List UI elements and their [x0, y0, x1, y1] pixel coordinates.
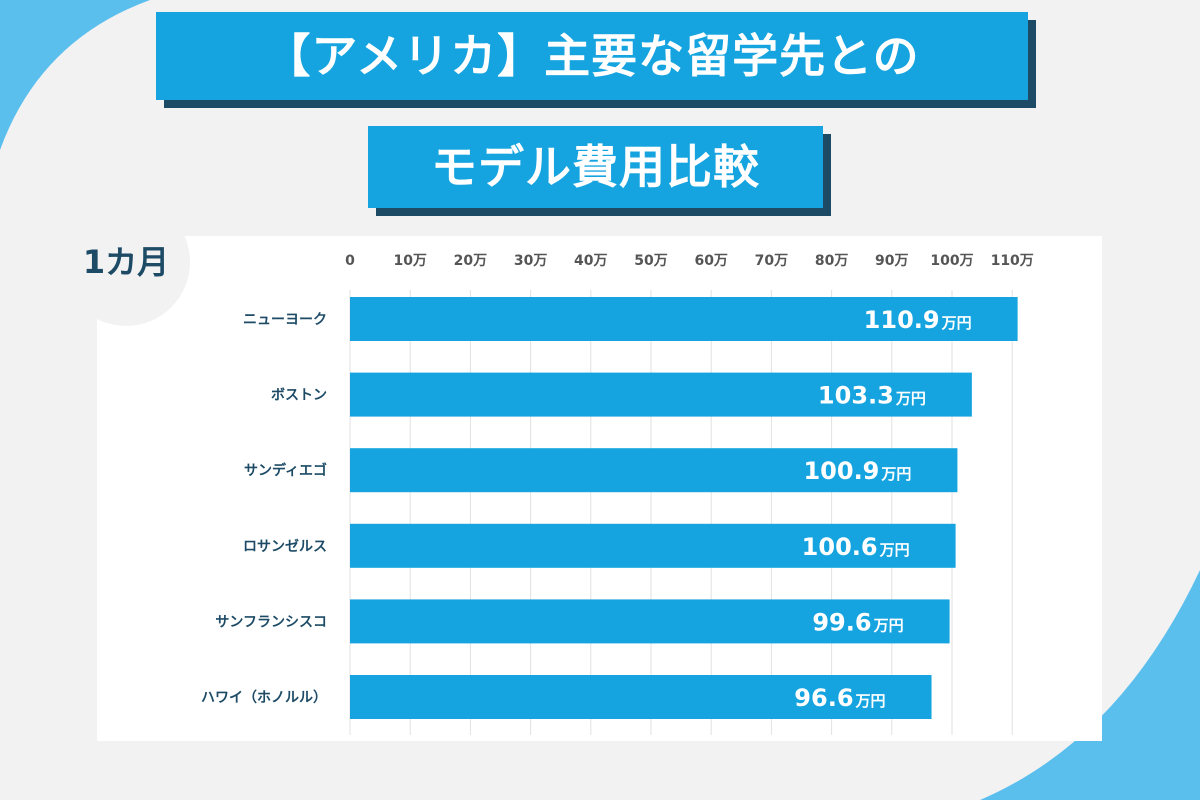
x-tick-label: 50万 [634, 253, 667, 269]
value-number: 100.6 [802, 533, 878, 561]
bar [350, 599, 950, 644]
value-label: 99.6 万円 [812, 608, 903, 636]
value-unit: 万円 [879, 541, 910, 559]
category-label: ハワイ（ホノルル） [201, 690, 327, 706]
top-left-arc [0, 0, 150, 150]
x-tick-label: 10万 [393, 253, 426, 269]
page-title-line2: モデル費用比較 [368, 126, 823, 208]
category-label: ロサンゼルス [243, 538, 327, 555]
value-unit: 万円 [855, 692, 886, 710]
x-tick-label: 80万 [815, 253, 848, 269]
bar [350, 372, 972, 417]
bar [350, 448, 958, 493]
category-label: ボストン [271, 388, 327, 404]
page-title-line1: 【アメリカ】主要な留学先との [156, 12, 1028, 100]
value-label: 96.6 万円 [794, 684, 885, 712]
value-unit: 万円 [941, 314, 972, 332]
value-label: 103.3 万円 [818, 382, 926, 410]
x-tick-label: 40万 [574, 253, 607, 269]
value-number: 103.3 [818, 382, 894, 410]
value-label: 100.6 万円 [802, 533, 910, 561]
period-badge: 1カ月 [62, 198, 190, 326]
x-tick-label: 20万 [454, 253, 487, 269]
grid-lines [349, 290, 1013, 735]
value-number: 99.6 [812, 608, 871, 636]
x-tick-label: 30万 [514, 253, 547, 269]
x-tick-label: 60万 [694, 253, 727, 269]
value-number: 110.9 [864, 306, 940, 334]
x-tick-label: 0 [345, 253, 355, 269]
bars [350, 297, 1018, 719]
category-label: サンフランシスコ [215, 614, 327, 630]
value-number: 96.6 [794, 684, 853, 712]
value-unit: 万円 [895, 390, 926, 408]
bottom-right-arc [980, 570, 1200, 800]
x-tick-label: 100万 [930, 253, 973, 269]
value-number: 100.9 [803, 457, 879, 485]
x-tick-label: 70万 [755, 253, 788, 269]
value-label: 100.9 万円 [803, 457, 911, 485]
x-tick-label: 90万 [875, 253, 908, 269]
value-label: 110.9 万円 [864, 306, 972, 334]
category-label: ニューヨーク [243, 312, 327, 328]
bar [350, 297, 1018, 341]
x-tick-label: 110万 [991, 253, 1034, 269]
x-axis-tick-labels: 0 10万 20万 30万 40万 50万 60万 70万 80万 90万 100万 110万 [345, 253, 1034, 269]
category-label: サンディエゴ [244, 462, 327, 479]
value-unit: 万円 [880, 465, 911, 483]
bar [350, 675, 932, 719]
bar [350, 523, 956, 568]
value-unit: 万円 [873, 616, 904, 634]
